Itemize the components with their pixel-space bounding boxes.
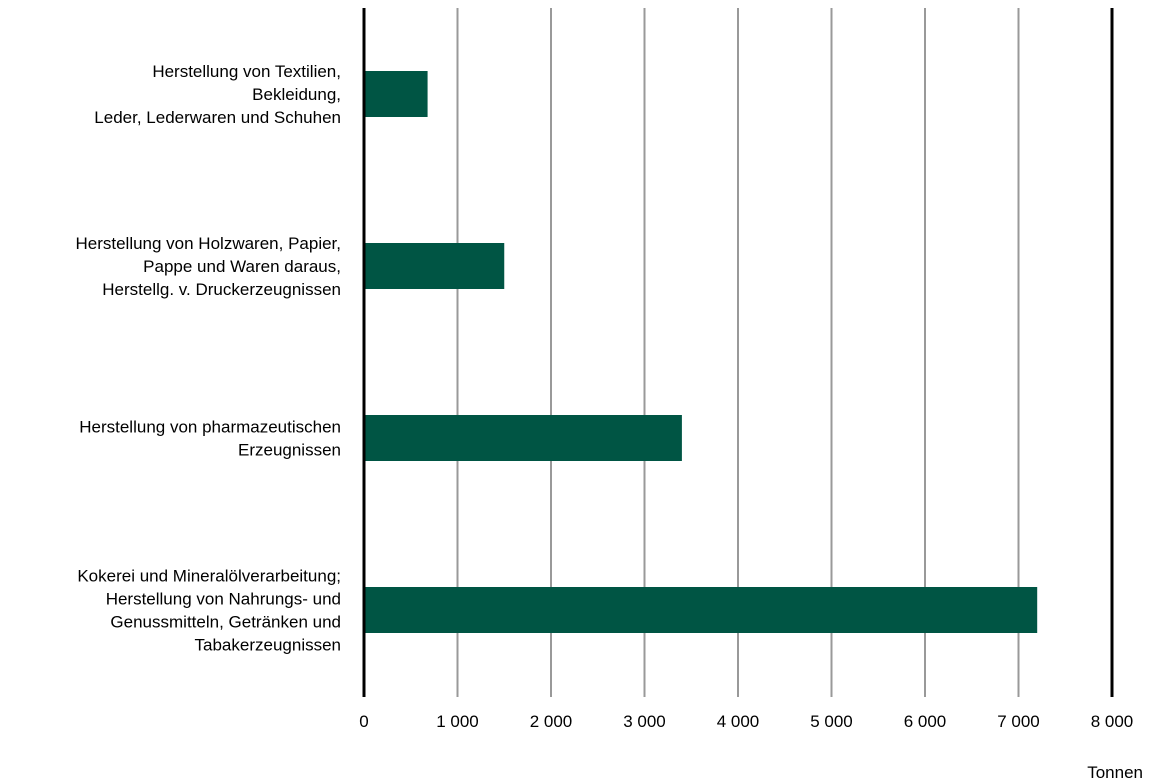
category-label: Kokerei und Mineralölverarbeitung; Herste…: [77, 567, 341, 655]
x-tick-label: 2 000: [530, 712, 573, 731]
gridlines: [456, 8, 1020, 697]
x-tick-label: 3 000: [623, 712, 666, 731]
axes: [362, 8, 1114, 697]
bar: [365, 243, 505, 289]
category-labels: Herstellung von Textilien, Bekleidung, Led…: [75, 62, 341, 655]
bar: [365, 587, 1038, 633]
x-tick-label: 5 000: [810, 712, 853, 731]
x-tick-label: 8 000: [1091, 712, 1134, 731]
bars: [365, 71, 1038, 633]
x-tick-label: 1 000: [436, 712, 479, 731]
tick-labels: 0 1 000 2 000 3 000 4 000 5 000 6 000 7 000 8 00…: [359, 712, 1133, 731]
bar: [365, 71, 428, 117]
x-tick-label: 6 000: [904, 712, 947, 731]
x-tick-label: 4 000: [717, 712, 760, 731]
x-tick-label: 7 000: [997, 712, 1040, 731]
category-label: Herstellung von Holzwaren, Papier, Pappe …: [75, 234, 341, 299]
category-label: Herstellung von pharmazeutischen Erzeugni…: [79, 418, 341, 460]
category-label: Herstellung von Textilien, Bekleidung, Led…: [94, 62, 341, 127]
x-axis-unit-label: Tonnen: [1087, 763, 1143, 782]
x-tick-label: 0: [359, 712, 368, 731]
bar: [365, 415, 682, 461]
